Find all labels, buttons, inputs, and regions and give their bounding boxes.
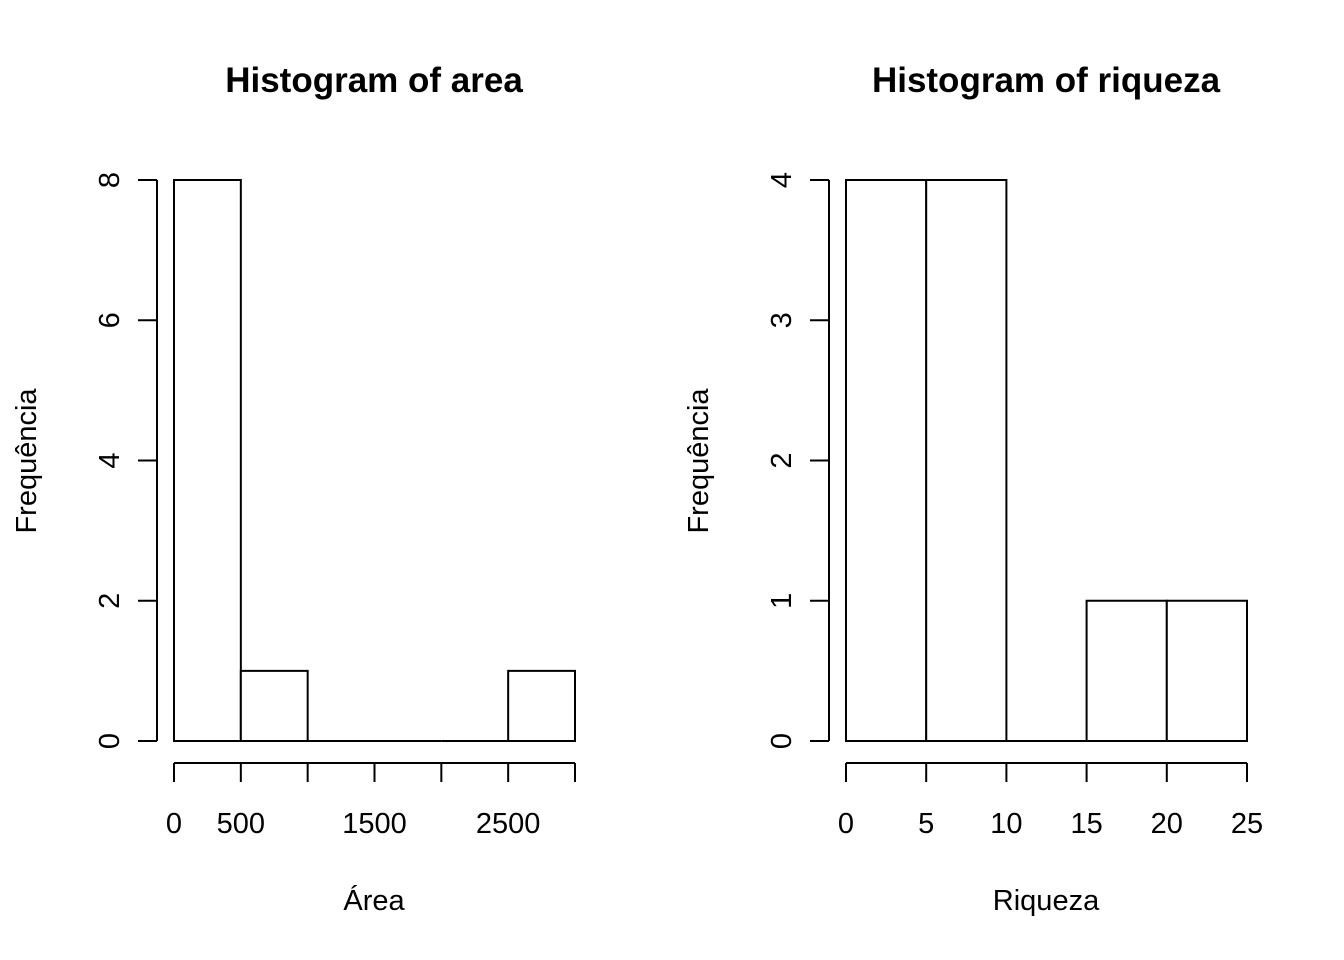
histogram-panel-area: Histogram of area Área Frequência 0 500 15… — [11, 61, 576, 917]
y-tick-label: 4 — [94, 452, 126, 468]
x-axis-label: Área — [343, 884, 405, 917]
histogram-bar — [507, 669, 576, 742]
histogram-bar — [1165, 599, 1249, 742]
x-tick-label: 500 — [217, 808, 265, 840]
histogram-bar — [1085, 599, 1168, 742]
histogram-bar — [925, 179, 1008, 742]
histogram-bars — [845, 179, 1249, 742]
histogram-panel-riqueza: Histogram of riqueza Riqueza Frequência … — [683, 61, 1263, 917]
histogram-bar — [845, 179, 928, 742]
x-tick-label: 10 — [990, 808, 1022, 840]
y-axis-label: Frequência — [683, 388, 715, 534]
y-tick-label: 3 — [766, 312, 798, 328]
y-tick-label: 4 — [766, 172, 798, 188]
x-axis: 0 5 10 15 20 25 — [838, 762, 1263, 840]
x-tick-label: 25 — [1231, 808, 1263, 840]
chart-title: Histogram of area — [225, 61, 523, 100]
x-tick-label: 5 — [918, 808, 934, 840]
y-tick-label: 6 — [94, 312, 126, 328]
y-tick-label: 0 — [94, 733, 126, 749]
x-axis: 0 500 1500 2500 — [166, 762, 576, 840]
histogram-bar — [239, 669, 309, 742]
y-tick-label: 2 — [766, 452, 798, 468]
y-tick-label: 1 — [766, 593, 798, 609]
y-axis-label: Frequência — [11, 388, 43, 534]
x-tick-label: 15 — [1070, 808, 1102, 840]
histogram-bar — [173, 179, 242, 742]
x-axis-label: Riqueza — [993, 885, 1100, 917]
x-tick-label: 2500 — [476, 808, 541, 840]
y-axis: 0 1 2 3 4 — [766, 172, 830, 749]
chart-title: Histogram of riqueza — [872, 61, 1221, 100]
x-tick-label: 0 — [838, 808, 854, 840]
y-tick-label: 0 — [766, 733, 798, 749]
y-tick-label: 2 — [94, 593, 126, 609]
x-tick-label: 1500 — [342, 808, 407, 840]
y-tick-label: 8 — [94, 172, 126, 188]
histogram-bars — [173, 179, 576, 742]
x-tick-label: 20 — [1151, 808, 1183, 840]
y-axis: 0 2 4 6 8 — [94, 172, 158, 749]
x-tick-label: 0 — [166, 808, 182, 840]
